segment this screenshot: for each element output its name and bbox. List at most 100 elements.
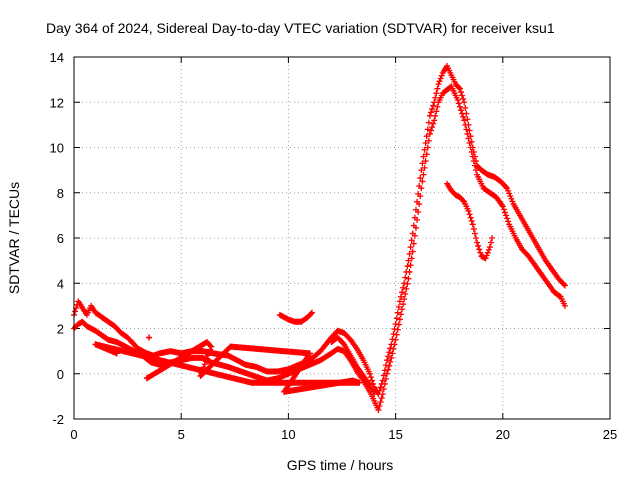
data-point bbox=[463, 126, 470, 133]
data-point bbox=[427, 127, 434, 134]
data-point bbox=[405, 257, 412, 264]
data-point bbox=[434, 85, 441, 92]
data-point bbox=[397, 311, 404, 318]
data-point bbox=[197, 373, 204, 380]
data-point bbox=[455, 84, 462, 91]
data-point bbox=[377, 399, 384, 406]
data-point bbox=[432, 112, 439, 119]
data-point bbox=[385, 366, 392, 373]
data-point bbox=[306, 350, 313, 357]
y-tick-label: -2 bbox=[52, 412, 64, 427]
data-point bbox=[467, 214, 474, 221]
data-point bbox=[375, 406, 382, 413]
y-tick-label: 0 bbox=[57, 367, 64, 382]
data-point bbox=[206, 349, 213, 356]
y-tick-label: 12 bbox=[50, 95, 64, 110]
data-point bbox=[485, 246, 492, 253]
data-point bbox=[402, 290, 409, 297]
data-point bbox=[466, 139, 473, 146]
data-point bbox=[486, 244, 493, 251]
data-point bbox=[143, 375, 150, 382]
data-point bbox=[415, 208, 422, 215]
data-point bbox=[404, 263, 411, 270]
data-point bbox=[418, 185, 425, 192]
data-point bbox=[367, 374, 374, 381]
data-point bbox=[422, 139, 429, 146]
data-point bbox=[421, 164, 428, 171]
y-axis-label: SDTVAR / TECUs bbox=[6, 182, 22, 294]
data-point bbox=[369, 377, 376, 384]
data-point bbox=[426, 112, 433, 119]
data-point bbox=[207, 346, 214, 353]
data-point bbox=[400, 284, 407, 291]
data-point bbox=[378, 395, 385, 402]
x-tick-label: 20 bbox=[496, 427, 510, 442]
data-point bbox=[418, 167, 425, 174]
data-point bbox=[72, 308, 79, 315]
data-point bbox=[203, 355, 210, 362]
data-point bbox=[471, 162, 478, 169]
data-point bbox=[556, 293, 563, 300]
data-point bbox=[401, 296, 408, 303]
data-point bbox=[417, 193, 424, 200]
data-point bbox=[501, 209, 508, 216]
data-point bbox=[431, 117, 438, 124]
data-point bbox=[499, 203, 506, 210]
data-point bbox=[425, 119, 432, 126]
data-point bbox=[560, 281, 567, 288]
data-point bbox=[500, 206, 507, 213]
data-point bbox=[393, 331, 400, 338]
data-point bbox=[462, 104, 469, 111]
data-point bbox=[202, 358, 209, 365]
data-point bbox=[420, 171, 427, 178]
data-point bbox=[504, 215, 511, 222]
data-point bbox=[457, 107, 464, 114]
x-tick-label: 0 bbox=[70, 427, 77, 442]
data-point bbox=[385, 353, 392, 360]
chart-title: Day 364 of 2024, Sidereal Day-to-day VTE… bbox=[46, 20, 555, 36]
data-point bbox=[454, 96, 461, 103]
data-point bbox=[561, 282, 568, 289]
data-point bbox=[397, 293, 404, 300]
y-tick-label: 4 bbox=[57, 276, 64, 291]
data-point bbox=[465, 207, 472, 214]
data-point bbox=[389, 350, 396, 357]
data-point bbox=[395, 304, 402, 311]
data-point bbox=[402, 274, 409, 281]
data-point bbox=[488, 239, 495, 246]
data-point bbox=[425, 137, 432, 144]
data-point bbox=[388, 354, 395, 361]
data-point bbox=[459, 92, 466, 99]
data-point bbox=[384, 370, 391, 377]
data-point bbox=[434, 103, 441, 110]
data-point bbox=[384, 357, 391, 364]
data-point bbox=[403, 285, 410, 292]
data-point bbox=[473, 167, 479, 174]
data-point bbox=[407, 262, 414, 269]
data-point bbox=[429, 124, 436, 131]
data-point bbox=[366, 370, 373, 377]
x-axis-label: GPS time / hours bbox=[287, 457, 394, 473]
data-point bbox=[477, 249, 484, 256]
data-point bbox=[376, 402, 383, 409]
data-point bbox=[473, 235, 479, 241]
data-point bbox=[412, 224, 419, 231]
data-point bbox=[208, 343, 215, 350]
data-point bbox=[505, 218, 512, 225]
x-tick-label: 5 bbox=[178, 427, 185, 442]
data-point bbox=[376, 387, 383, 394]
data-point bbox=[396, 298, 403, 305]
data-point bbox=[429, 106, 436, 113]
data-point bbox=[465, 135, 472, 142]
data-point bbox=[399, 306, 406, 313]
data-point bbox=[394, 326, 401, 333]
data-point bbox=[408, 255, 415, 262]
y-tick-label: 10 bbox=[50, 141, 64, 156]
y-tick-label: 2 bbox=[57, 322, 64, 337]
axis-ticks: 0 5 10 15 20 25 -2 0 2 4 6 8 10 12 14 bbox=[50, 50, 618, 442]
data-point bbox=[561, 302, 568, 309]
data-point bbox=[426, 130, 433, 137]
data-point bbox=[423, 151, 430, 158]
data-point bbox=[408, 237, 415, 244]
data-point bbox=[466, 127, 473, 134]
